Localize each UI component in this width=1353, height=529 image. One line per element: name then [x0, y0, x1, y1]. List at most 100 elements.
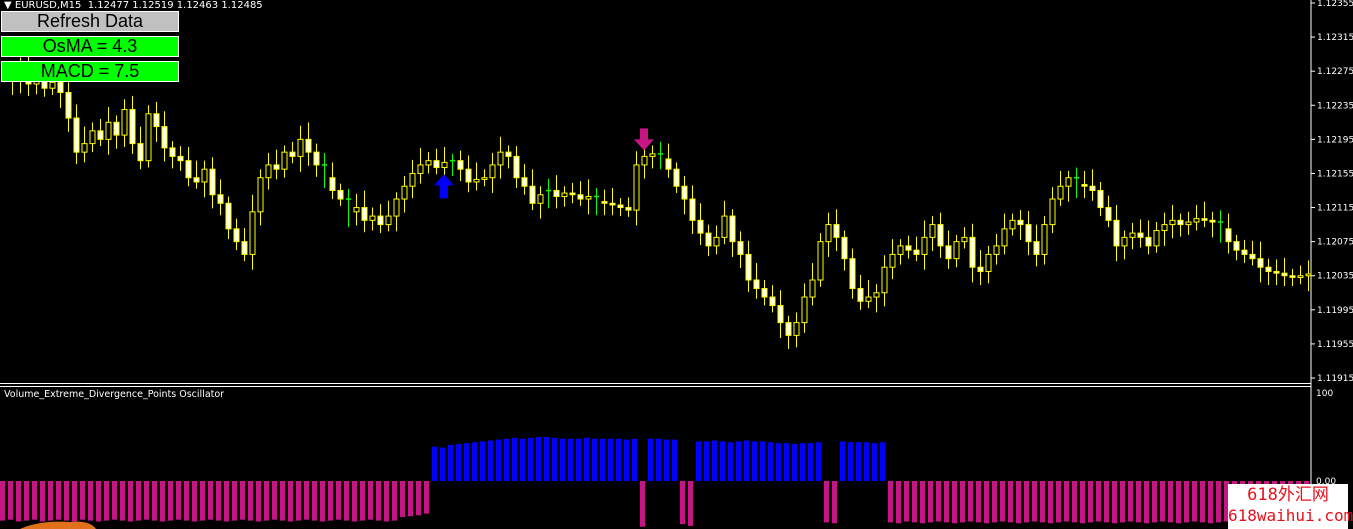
osc-bar-negative [408, 481, 413, 517]
candle [385, 200, 392, 232]
candle-body [809, 279, 816, 298]
candle [65, 82, 72, 132]
candle-body [1065, 177, 1072, 187]
candle-body [553, 190, 560, 197]
candle-body [1097, 190, 1104, 209]
candle-body [977, 266, 984, 272]
candle [1193, 204, 1200, 231]
osc-bar-negative [192, 481, 197, 522]
candle [769, 285, 776, 313]
candle [665, 143, 672, 178]
candle-body [113, 121, 120, 136]
osc-bar-positive [848, 442, 853, 481]
candle-body [401, 185, 408, 200]
candle-body [289, 151, 296, 157]
candle [1209, 211, 1216, 238]
osc-bar-positive [488, 440, 493, 481]
candle [1113, 204, 1120, 262]
candle [361, 190, 368, 233]
candle-body [1081, 184, 1088, 187]
candle [1025, 210, 1032, 256]
candle-body [537, 194, 544, 204]
osc-bar-positive [592, 438, 597, 481]
candle-body [985, 253, 992, 272]
candle-body [673, 168, 680, 187]
osc-bar-positive [528, 437, 533, 481]
candle-body [1257, 258, 1264, 268]
candle [961, 227, 968, 249]
osc-bar-negative [72, 481, 77, 522]
osc-bar-positive [672, 439, 677, 481]
osc-bar-negative [112, 481, 117, 520]
candle [1145, 220, 1152, 255]
candle [105, 106, 112, 155]
candle [777, 290, 784, 338]
candle [193, 160, 200, 189]
candle [177, 146, 184, 171]
candle [481, 169, 488, 187]
triangle-down-icon[interactable]: ▼ [4, 0, 15, 11]
candle [897, 239, 904, 265]
watermark-line1: 618外汇网 [1247, 485, 1329, 505]
osc-bar-positive [864, 442, 869, 481]
osc-bar-positive [480, 441, 485, 481]
candle-body [1161, 224, 1168, 232]
candle [546, 178, 551, 209]
osc-bar-negative [1144, 481, 1149, 524]
candle-body [561, 192, 568, 197]
candle [985, 245, 992, 284]
candle [601, 189, 608, 216]
osc-bar-negative [992, 481, 997, 523]
macd-value-button[interactable]: MACD = 7.5 [1, 61, 179, 82]
candle [737, 231, 744, 269]
osc-bar-negative [1016, 481, 1021, 524]
osc-bar-negative [1168, 481, 1173, 523]
candle-body [633, 164, 640, 211]
osc-bar-positive [768, 442, 773, 481]
osc-bar-negative [232, 481, 237, 521]
candle-body [433, 160, 440, 168]
osc-bar-negative [912, 481, 917, 523]
candle-body [497, 151, 504, 166]
candle-body [161, 126, 168, 149]
osc-bar-positive [800, 443, 805, 481]
candle-body [601, 201, 608, 204]
candle-body [705, 232, 712, 247]
refresh-data-button[interactable]: Refresh Data [1, 11, 179, 32]
osc-bar-negative [960, 481, 965, 523]
candle [969, 223, 976, 283]
osc-bar-negative [48, 481, 53, 521]
osc-bar-negative [1104, 481, 1109, 523]
osc-bar-negative [224, 481, 229, 522]
candle-body [361, 207, 368, 221]
candle [658, 141, 663, 170]
osc-bar-negative [1136, 481, 1141, 523]
candle [1001, 213, 1008, 255]
osc-bar-positive [496, 439, 501, 481]
osc-bar-negative [832, 481, 837, 524]
chart-header: ▼ EURUSD,M15 1.12477 1.12519 1.12463 1.1… [4, 0, 263, 11]
candle [169, 141, 176, 169]
candle [257, 169, 264, 226]
candle [873, 284, 880, 313]
osc-bar-positive [432, 446, 437, 481]
osc-bar-negative [160, 481, 165, 522]
candle [137, 126, 144, 170]
candle [1017, 210, 1024, 240]
osc-bar-negative [1008, 481, 1013, 523]
candle [305, 122, 312, 166]
candle [1074, 167, 1079, 199]
candle [233, 218, 240, 251]
candle [681, 176, 688, 215]
candle [793, 312, 800, 348]
candle-body [841, 236, 848, 260]
osc-bar-negative [984, 481, 989, 524]
candle [865, 279, 872, 309]
candle [313, 143, 320, 177]
osma-value-button[interactable]: OsMA = 4.3 [1, 36, 179, 57]
y-tick-label: 1.11955 [1317, 340, 1353, 350]
osc-bar-negative [976, 481, 981, 523]
candle-body [49, 81, 56, 89]
candle-body [481, 177, 488, 180]
